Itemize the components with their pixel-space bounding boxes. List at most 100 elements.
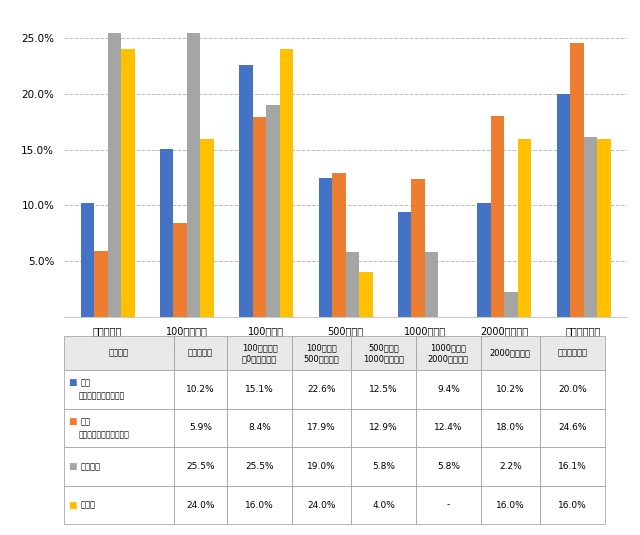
Bar: [332, 173, 346, 317]
FancyBboxPatch shape: [351, 370, 416, 409]
Text: 持家: 持家: [81, 417, 91, 426]
Bar: [108, 33, 121, 317]
Text: 25.5%: 25.5%: [245, 462, 274, 471]
Text: 1000万円～
2000万円未満: 1000万円～ 2000万円未満: [428, 343, 469, 363]
Text: その他: その他: [81, 501, 96, 509]
FancyBboxPatch shape: [174, 486, 227, 524]
Text: 住居形態: 住居形態: [109, 349, 129, 358]
Text: 16.0%: 16.0%: [496, 501, 525, 509]
Text: 賃貸住宅: 賃貸住宅: [81, 462, 101, 471]
Bar: [425, 252, 438, 317]
FancyBboxPatch shape: [351, 409, 416, 447]
FancyBboxPatch shape: [481, 370, 540, 409]
FancyBboxPatch shape: [481, 409, 540, 447]
Text: ■: ■: [68, 378, 77, 387]
Bar: [160, 149, 173, 317]
Bar: [557, 94, 570, 317]
Bar: [518, 139, 531, 317]
FancyBboxPatch shape: [351, 486, 416, 524]
Text: 100万円未満
（0円は除く）: 100万円未満 （0円は除く）: [242, 343, 278, 363]
FancyBboxPatch shape: [64, 447, 174, 486]
Text: 19.0%: 19.0%: [307, 462, 336, 471]
FancyBboxPatch shape: [227, 337, 292, 370]
FancyBboxPatch shape: [292, 370, 351, 409]
Text: 16.0%: 16.0%: [558, 501, 587, 509]
Text: 24.0%: 24.0%: [186, 501, 215, 509]
Text: 500万円～
1000万円未満: 500万円～ 1000万円未満: [363, 343, 404, 363]
Bar: [597, 139, 611, 317]
FancyBboxPatch shape: [351, 447, 416, 486]
Text: 持家: 持家: [81, 378, 91, 387]
Bar: [253, 117, 266, 317]
FancyBboxPatch shape: [64, 370, 174, 409]
FancyBboxPatch shape: [540, 447, 605, 486]
Text: 18.0%: 18.0%: [496, 424, 525, 432]
Bar: [477, 203, 491, 317]
FancyBboxPatch shape: [416, 486, 481, 524]
Text: 16.1%: 16.1%: [558, 462, 587, 471]
Bar: [187, 33, 200, 317]
FancyBboxPatch shape: [292, 409, 351, 447]
Bar: [239, 65, 253, 317]
Bar: [359, 272, 372, 317]
Bar: [584, 137, 597, 317]
Text: 5.8%: 5.8%: [372, 462, 395, 471]
FancyBboxPatch shape: [540, 337, 605, 370]
Text: 5.8%: 5.8%: [437, 462, 460, 471]
Text: -: -: [447, 501, 450, 509]
FancyBboxPatch shape: [227, 447, 292, 486]
Bar: [121, 49, 134, 317]
Text: 10.2%: 10.2%: [186, 385, 215, 394]
Text: 25.5%: 25.5%: [186, 462, 215, 471]
FancyBboxPatch shape: [540, 370, 605, 409]
Text: 24.0%: 24.0%: [307, 501, 336, 509]
Text: 100万円～
500万円未満: 100万円～ 500万円未満: [304, 343, 340, 363]
Bar: [346, 252, 359, 317]
Text: ■: ■: [68, 417, 77, 426]
FancyBboxPatch shape: [292, 337, 351, 370]
FancyBboxPatch shape: [227, 486, 292, 524]
Text: 12.9%: 12.9%: [369, 424, 398, 432]
FancyBboxPatch shape: [481, 447, 540, 486]
Text: 12.5%: 12.5%: [369, 385, 398, 394]
FancyBboxPatch shape: [416, 409, 481, 447]
Text: 24.6%: 24.6%: [558, 424, 586, 432]
Bar: [491, 116, 504, 317]
FancyBboxPatch shape: [416, 447, 481, 486]
Text: 4.0%: 4.0%: [372, 501, 395, 509]
Bar: [570, 43, 584, 317]
FancyBboxPatch shape: [227, 370, 292, 409]
FancyBboxPatch shape: [64, 337, 174, 370]
FancyBboxPatch shape: [481, 486, 540, 524]
Text: ■: ■: [68, 462, 77, 471]
Bar: [319, 178, 332, 317]
FancyBboxPatch shape: [174, 409, 227, 447]
Bar: [280, 49, 293, 317]
FancyBboxPatch shape: [174, 447, 227, 486]
Text: ■: ■: [68, 501, 77, 509]
Bar: [94, 251, 108, 317]
Text: 12.4%: 12.4%: [434, 424, 463, 432]
Text: 9.4%: 9.4%: [437, 385, 460, 394]
Text: 8.4%: 8.4%: [248, 424, 271, 432]
FancyBboxPatch shape: [174, 337, 227, 370]
Text: 16.0%: 16.0%: [245, 501, 274, 509]
Text: 15.1%: 15.1%: [245, 385, 274, 394]
Bar: [173, 223, 187, 317]
Bar: [81, 203, 94, 317]
Text: 10.2%: 10.2%: [496, 385, 525, 394]
FancyBboxPatch shape: [292, 447, 351, 486]
FancyBboxPatch shape: [292, 486, 351, 524]
Bar: [200, 139, 214, 317]
Text: 不明・無回答: 不明・無回答: [557, 349, 588, 358]
FancyBboxPatch shape: [540, 486, 605, 524]
Text: 20.0%: 20.0%: [558, 385, 587, 394]
Text: 5.9%: 5.9%: [189, 424, 212, 432]
Text: （住宅ローン返済中）: （住宅ローン返済中）: [79, 392, 125, 401]
Text: 22.6%: 22.6%: [307, 385, 336, 394]
Text: 贯蓄はない: 贯蓄はない: [188, 349, 213, 358]
FancyBboxPatch shape: [481, 337, 540, 370]
Text: 2000万円以上: 2000万円以上: [490, 349, 531, 358]
Bar: [398, 212, 412, 317]
Text: 2.2%: 2.2%: [499, 462, 522, 471]
